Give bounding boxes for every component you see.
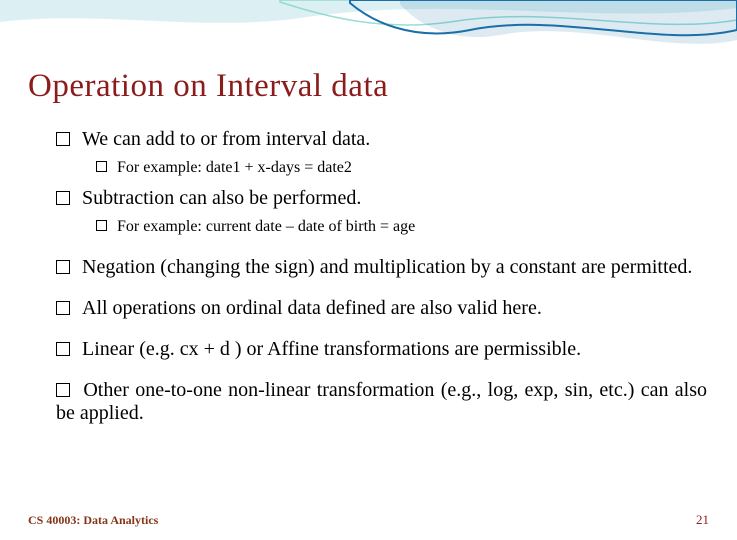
bullet-text: Negation (changing the sign) and multipl… [82,256,692,278]
bullet-item-2: Subtraction can also be performed. [56,187,707,210]
slide-title: Operation on Interval data [28,68,388,105]
footer-course-code: CS 40003: Data Analytics [28,513,158,528]
sub-bullet-item-1-1: For example: date1 + x-days = date2 [96,159,707,177]
sub-bullet-text: For example: date1 + x-days = date2 [117,159,352,176]
sub-bullet-item-2-1: For example: current date – date of birt… [96,218,707,236]
footer-page-number: 21 [696,512,709,528]
bullet-item-1: We can add to or from interval data. [56,128,707,151]
bullet-text: Subtraction can also be performed. [82,187,361,209]
square-bullet-icon [56,191,70,205]
content-area: We can add to or from interval data. For… [56,128,707,433]
slide-container: Operation on Interval data We can add to… [0,0,737,540]
square-bullet-icon [56,301,70,315]
bullet-text: All operations on ordinal data defined a… [82,297,542,319]
wave-decoration [0,0,737,70]
bullet-item-3: Negation (changing the sign) and multipl… [56,256,707,279]
square-bullet-icon [56,260,70,274]
square-bullet-icon [56,383,70,397]
bullet-text: We can add to or from interval data. [82,128,370,150]
square-bullet-icon [56,342,70,356]
bullet-item-6: Other one-to-one non-linear transformati… [56,379,707,425]
square-bullet-icon [56,132,70,146]
bullet-item-5: Linear (e.g. cx + d ) or Affine transfor… [56,338,707,361]
bullet-item-4: All operations on ordinal data defined a… [56,297,707,320]
bullet-text: Other one-to-one non-linear transformati… [56,379,707,424]
sub-bullet-text: For example: current date – date of birt… [117,218,415,235]
square-bullet-icon [96,161,107,172]
bullet-text: Linear (e.g. cx + d ) or Affine transfor… [82,338,581,360]
square-bullet-icon [96,220,107,231]
